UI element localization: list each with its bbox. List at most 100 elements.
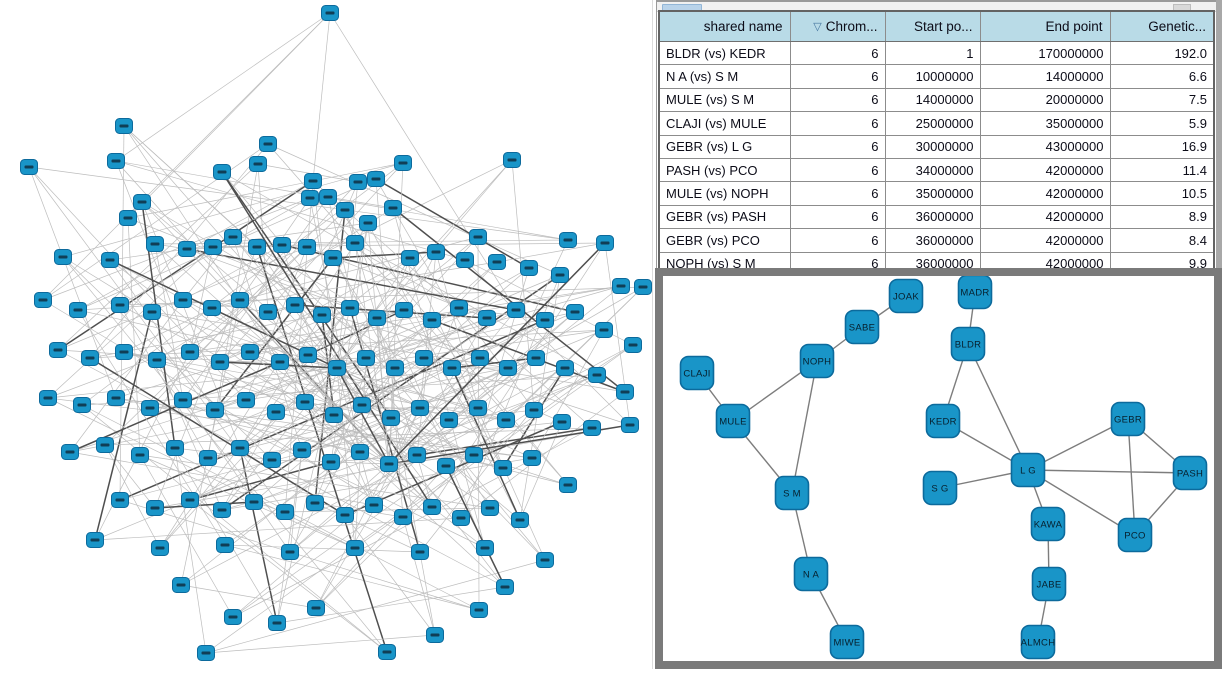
network-node[interactable] (596, 235, 614, 251)
network-node[interactable] (471, 350, 489, 366)
network-node[interactable] (276, 504, 294, 520)
network-node[interactable] (536, 552, 554, 568)
network-node[interactable] (133, 194, 151, 210)
network-node[interactable] (249, 156, 267, 172)
table-row[interactable]: MULE (vs) S M 6 14000000 20000000 7.5 (658, 87, 1215, 113)
node-almch[interactable]: ALMCH (1021, 624, 1056, 660)
network-node[interactable] (359, 215, 377, 231)
network-node[interactable] (307, 600, 325, 616)
network-node[interactable] (304, 173, 322, 189)
network-node[interactable] (427, 244, 445, 260)
network-node[interactable] (96, 437, 114, 453)
network-node[interactable] (319, 189, 337, 205)
network-node[interactable] (181, 492, 199, 508)
table-row[interactable]: CLAJI (vs) MULE 6 25000000 35000000 5.9 (658, 111, 1215, 136)
network-node[interactable] (293, 442, 311, 458)
node-kawa[interactable]: KAWA (1030, 506, 1066, 542)
network-node[interactable] (216, 537, 234, 553)
column-header-chromosome[interactable]: ▽ Chrom... (789, 10, 886, 42)
network-node[interactable] (551, 267, 569, 283)
network-node[interactable] (621, 417, 639, 433)
table-row[interactable]: BLDR (vs) KEDR 6 1 170000000 192.0 (658, 40, 1215, 66)
network-node[interactable] (213, 502, 231, 518)
network-node[interactable] (199, 450, 217, 466)
network-node[interactable] (465, 447, 483, 463)
network-node[interactable] (151, 540, 169, 556)
network-node[interactable] (450, 300, 468, 316)
network-node[interactable] (263, 452, 281, 468)
network-node[interactable] (119, 210, 137, 226)
network-node[interactable] (336, 507, 354, 523)
node-miwe[interactable]: MIWE (829, 624, 865, 660)
node-s-g[interactable]: S G (922, 470, 958, 506)
network-node[interactable] (268, 615, 286, 631)
network-node[interactable] (148, 352, 166, 368)
table-row[interactable]: GEBR (vs) PCO 6 36000000 42000000 8.4 (658, 228, 1215, 253)
node-noph[interactable]: NOPH (799, 343, 835, 379)
node-bldr[interactable]: BLDR (950, 326, 986, 362)
network-node[interactable] (73, 397, 91, 413)
network-node[interactable] (401, 250, 419, 266)
network-node[interactable] (328, 360, 346, 376)
network-node[interactable] (211, 354, 229, 370)
node-gebr[interactable]: GEBR (1110, 401, 1146, 437)
network-node[interactable] (259, 136, 277, 152)
column-header-shared-name[interactable]: shared name (658, 10, 791, 42)
network-node[interactable] (203, 300, 221, 316)
network-node[interactable] (616, 384, 634, 400)
network-node[interactable] (408, 447, 426, 463)
network-node[interactable] (488, 254, 506, 270)
network-node[interactable] (494, 460, 512, 476)
filter-icon[interactable]: ▽ (813, 21, 822, 33)
subnetwork-canvas[interactable]: JOAK SABE NOPH CLAJI MULE MADR BLDR KEDR GEBR S M… (663, 276, 1214, 661)
network-node[interactable] (556, 360, 574, 376)
network-node[interactable] (259, 304, 277, 320)
network-node[interactable] (322, 454, 340, 470)
network-node[interactable] (365, 497, 383, 513)
network-node[interactable] (411, 544, 429, 560)
network-node[interactable] (507, 302, 525, 318)
table-row[interactable]: GEBR (vs) PASH 6 36000000 42000000 8.9 (658, 204, 1215, 230)
network-node[interactable] (296, 394, 314, 410)
network-node[interactable] (271, 354, 289, 370)
network-node[interactable] (456, 252, 474, 268)
network-node[interactable] (101, 252, 119, 268)
network-node[interactable] (525, 402, 543, 418)
network-node[interactable] (423, 312, 441, 328)
network-node[interactable] (351, 444, 369, 460)
node-pash[interactable]: PASH (1172, 455, 1208, 491)
node-l-g[interactable]: L G (1010, 452, 1046, 488)
network-node[interactable] (437, 458, 455, 474)
network-node[interactable] (559, 232, 577, 248)
network-node[interactable] (634, 279, 652, 295)
network-node[interactable] (469, 400, 487, 416)
network-node[interactable] (281, 544, 299, 560)
network-node[interactable] (349, 174, 367, 190)
network-node[interactable] (346, 540, 364, 556)
network-node[interactable] (470, 602, 488, 618)
table-row[interactable]: MULE (vs) NOPH 6 35000000 42000000 10.5 (658, 181, 1215, 206)
network-node[interactable] (624, 337, 642, 353)
network-node[interactable] (313, 307, 331, 323)
network-node[interactable] (143, 304, 161, 320)
node-claji[interactable]: CLAJI (679, 355, 715, 391)
node-n-a[interactable]: N A (793, 556, 829, 592)
network-node[interactable] (553, 414, 571, 430)
network-node[interactable] (111, 297, 129, 313)
network-node[interactable] (452, 510, 470, 526)
node-pco[interactable]: PCO (1117, 517, 1153, 553)
network-node[interactable] (357, 350, 375, 366)
network-node[interactable] (166, 440, 184, 456)
network-node[interactable] (146, 236, 164, 252)
network-node[interactable] (273, 237, 291, 253)
network-node[interactable] (321, 5, 339, 21)
network-node[interactable] (39, 390, 57, 406)
network-node[interactable] (115, 344, 133, 360)
column-header-end-point[interactable]: End point (979, 10, 1111, 42)
table-row[interactable]: GEBR (vs) L G 6 30000000 43000000 16.9 (658, 134, 1215, 159)
network-node[interactable] (20, 159, 38, 175)
network-node[interactable] (368, 310, 386, 326)
network-node[interactable] (497, 412, 515, 428)
network-node[interactable] (511, 512, 529, 528)
network-node[interactable] (299, 347, 317, 363)
